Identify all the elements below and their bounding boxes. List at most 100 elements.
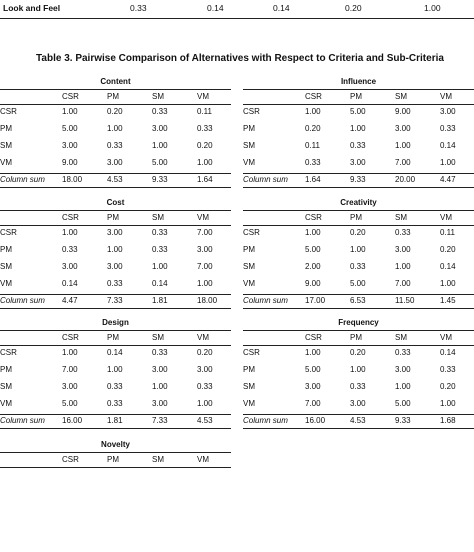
table-cell: 1.00: [62, 107, 78, 116]
row-label: VM: [243, 399, 255, 408]
sum-rule: [0, 414, 231, 415]
table-cell: 1.64: [197, 175, 213, 184]
table-cell: 5.00: [62, 399, 78, 408]
header-rule: [243, 345, 474, 346]
table-cell: 1.00: [350, 124, 366, 133]
table-cell: 1.00: [305, 107, 321, 116]
row-label: SM: [0, 382, 12, 391]
table-cell: 9.00: [62, 158, 78, 167]
row-label: CSR: [243, 107, 260, 116]
table-cell: 3.00: [107, 158, 123, 167]
row-label: CSR: [0, 107, 17, 116]
table-cell: 3.00: [62, 262, 78, 271]
column-header: SM: [152, 213, 164, 222]
table-cell: 1.00: [152, 382, 168, 391]
row-label: PM: [243, 245, 255, 254]
header-rule: [0, 104, 231, 105]
table-cell: 7.00: [197, 228, 213, 237]
table-cell: 3.00: [350, 158, 366, 167]
table-cell: 0.33: [107, 399, 123, 408]
row-value: 0.14: [273, 3, 290, 13]
table-cell: 4.53: [197, 416, 213, 425]
row-label: PM: [0, 365, 12, 374]
table-cell: 0.11: [440, 228, 455, 237]
column-header: VM: [197, 455, 209, 464]
table-cell: 0.33: [350, 262, 366, 271]
table-cell: 5.00: [350, 279, 366, 288]
table-cell: 0.14: [152, 279, 168, 288]
table-bottom-rule: [243, 187, 474, 188]
table-cell: 3.00: [395, 365, 411, 374]
table-cell: 0.20: [197, 141, 213, 150]
table-cell: 18.00: [62, 175, 83, 184]
table-cell: 20.00: [395, 175, 416, 184]
column-header: PM: [107, 455, 119, 464]
row-label: SM: [0, 262, 12, 271]
table-cell: 1.00: [395, 141, 411, 150]
table-cell: 0.20: [440, 245, 456, 254]
comparison-table: Frequency CSR PM SM VM CSR 1.00 0.20 0.33 0.14 PM 5…: [243, 318, 474, 430]
header-rule: [0, 345, 231, 346]
table-cell: 1.00: [305, 348, 321, 357]
sum-rule: [0, 173, 231, 174]
table-cell: 4.47: [62, 296, 78, 305]
row-label: Look and Feel: [3, 3, 61, 13]
table-cell: 1.00: [197, 158, 213, 167]
table-cell: 7.00: [62, 365, 78, 374]
sum-rule: [0, 294, 231, 295]
table-title: Design: [102, 318, 129, 327]
table-cell: 7.00: [197, 262, 213, 271]
comparison-table: Creativity CSR PM SM VM CSR 1.00 0.20 0.33 0.11 PM…: [243, 198, 474, 310]
column-header: SM: [395, 213, 407, 222]
table-cell: 9.00: [305, 279, 321, 288]
table-cell: 1.68: [440, 416, 456, 425]
table-cell: 1.00: [107, 124, 123, 133]
table-top-rule: [243, 330, 474, 331]
table-top-rule: [0, 89, 231, 90]
table-cell: 1.00: [152, 141, 168, 150]
table-cell: 0.33: [152, 348, 168, 357]
column-header: PM: [107, 213, 119, 222]
row-value: 0.14: [207, 3, 224, 13]
table-cell: 3.00: [197, 245, 213, 254]
row-label: PM: [243, 365, 255, 374]
row-label: Column sum: [243, 416, 288, 425]
row-label: Column sum: [0, 296, 45, 305]
table-cell: 9.33: [350, 175, 366, 184]
table-bottom-rule: [0, 308, 231, 309]
row-label: Column sum: [243, 296, 288, 305]
column-header: PM: [107, 333, 119, 342]
row-label: PM: [243, 124, 255, 133]
table-cell: 5.00: [350, 107, 366, 116]
column-header: VM: [197, 333, 209, 342]
table-cell: 1.00: [395, 382, 411, 391]
column-header: PM: [107, 92, 119, 101]
table-cell: 3.00: [62, 141, 78, 150]
header-rule: [0, 467, 231, 468]
comparison-table: Design CSR PM SM VM CSR 1.00 0.14 0.33 0.20 PM 7.00…: [0, 318, 231, 430]
column-header: VM: [440, 213, 452, 222]
table-cell: 3.00: [152, 399, 168, 408]
table-cell: 0.14: [440, 348, 456, 357]
table-cell: 1.00: [395, 262, 411, 271]
table-bottom-rule: [0, 187, 231, 188]
table-cell: 1.81: [152, 296, 168, 305]
row-label: VM: [0, 399, 12, 408]
table-cell: 1.00: [350, 245, 366, 254]
table-cell: 0.33: [62, 245, 78, 254]
table-title: Influence: [340, 77, 377, 86]
table-cell: 9.33: [152, 175, 168, 184]
row-label: VM: [0, 158, 12, 167]
table-title: Content: [100, 77, 131, 86]
table-top-rule: [0, 210, 231, 211]
table-cell: 0.33: [305, 158, 321, 167]
table-cell: 0.20: [305, 124, 321, 133]
table-cell: 16.00: [62, 416, 83, 425]
column-header: CSR: [62, 213, 79, 222]
table-cell: 0.33: [107, 279, 123, 288]
table-cell: 16.00: [305, 416, 326, 425]
row-label: Column sum: [243, 175, 288, 184]
table-cell: 0.20: [350, 348, 366, 357]
row-label: SM: [243, 141, 255, 150]
column-header: VM: [440, 92, 452, 101]
